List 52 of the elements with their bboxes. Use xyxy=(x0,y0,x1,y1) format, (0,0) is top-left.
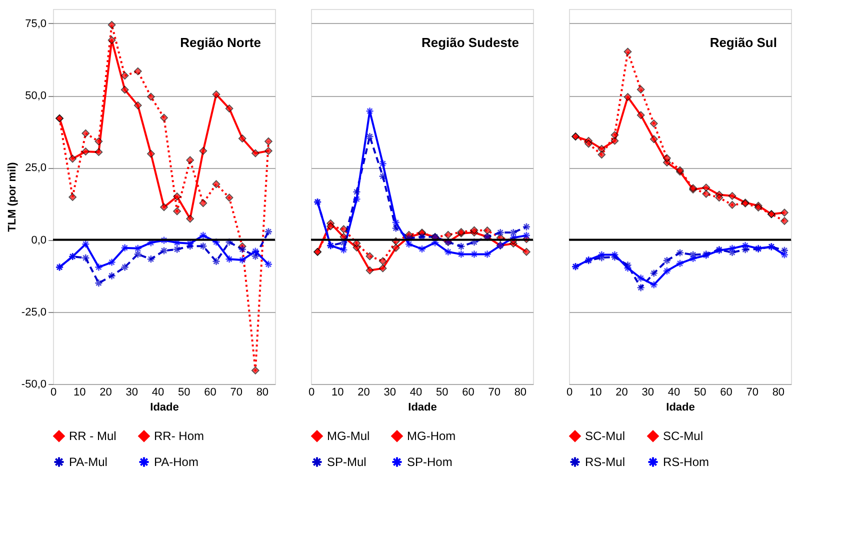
x-tick-label: 0 xyxy=(566,386,573,398)
x-axis-title: Idade xyxy=(408,402,437,414)
legend-label: RS-Hom xyxy=(663,455,710,469)
y-tick-label: 0,0 xyxy=(31,234,46,246)
legend-label: RR- Hom xyxy=(154,429,204,444)
legend-label: PA-Hom xyxy=(154,455,198,469)
x-tick-label: 50 xyxy=(694,386,706,398)
y-tick-label: 25,0 xyxy=(25,162,46,174)
legend-label: RR - Mul xyxy=(69,429,116,444)
x-tick-label: 0 xyxy=(50,386,57,398)
x-tick-label: 60 xyxy=(720,386,732,398)
y-tick-label: 50,0 xyxy=(25,90,46,102)
x-tick-label: 10 xyxy=(73,386,86,398)
x-tick-label: 20 xyxy=(100,386,112,398)
x-tick-label: 70 xyxy=(746,386,758,398)
x-tick-label: 80 xyxy=(256,386,269,398)
x-tick-label: 50 xyxy=(178,386,190,398)
x-axis-title: Idade xyxy=(150,402,179,414)
y-tick-label: -25,0 xyxy=(21,306,46,318)
y-axis-title: TLM (por mil) xyxy=(6,162,18,232)
x-tick-label: 40 xyxy=(668,386,680,398)
x-tick-label: 20 xyxy=(616,386,628,398)
y-tick-label: 75,0 xyxy=(25,18,46,30)
x-tick-label: 50 xyxy=(436,386,448,398)
text: Região Sudeste xyxy=(421,34,519,50)
text: Região Sul xyxy=(710,34,777,50)
y-tick-label: -50,0 xyxy=(21,378,46,390)
x-tick-label: 40 xyxy=(410,386,422,398)
x-tick-label: 60 xyxy=(462,386,474,398)
legend-label: SP-Mul xyxy=(327,455,366,469)
x-tick-label: 80 xyxy=(772,386,785,398)
legend-label: MG-Hom xyxy=(407,429,456,444)
legend-label: MG-Mul xyxy=(327,429,370,444)
x-tick-label: 70 xyxy=(488,386,500,398)
x-tick-label: 30 xyxy=(384,386,396,398)
x-tick-label: 80 xyxy=(514,386,527,398)
legend-label: SP-Hom xyxy=(407,455,452,469)
x-tick-label: 10 xyxy=(331,386,344,398)
x-tick-label: 10 xyxy=(589,386,602,398)
x-tick-label: 70 xyxy=(230,386,242,398)
legend-label: PA-Mul xyxy=(69,455,108,469)
x-axis-title: Idade xyxy=(666,402,695,414)
legend-label: SC-Mul xyxy=(585,429,626,444)
text: Região Norte xyxy=(180,34,261,50)
x-tick-label: 20 xyxy=(358,386,370,398)
x-tick-label: 0 xyxy=(308,386,315,398)
legend-label: SC-Mul xyxy=(663,429,704,444)
x-tick-label: 60 xyxy=(204,386,216,398)
x-tick-label: 30 xyxy=(642,386,654,398)
x-tick-label: 40 xyxy=(152,386,164,398)
legend-label: RS-Mul xyxy=(585,455,626,469)
x-tick-label: 30 xyxy=(126,386,138,398)
